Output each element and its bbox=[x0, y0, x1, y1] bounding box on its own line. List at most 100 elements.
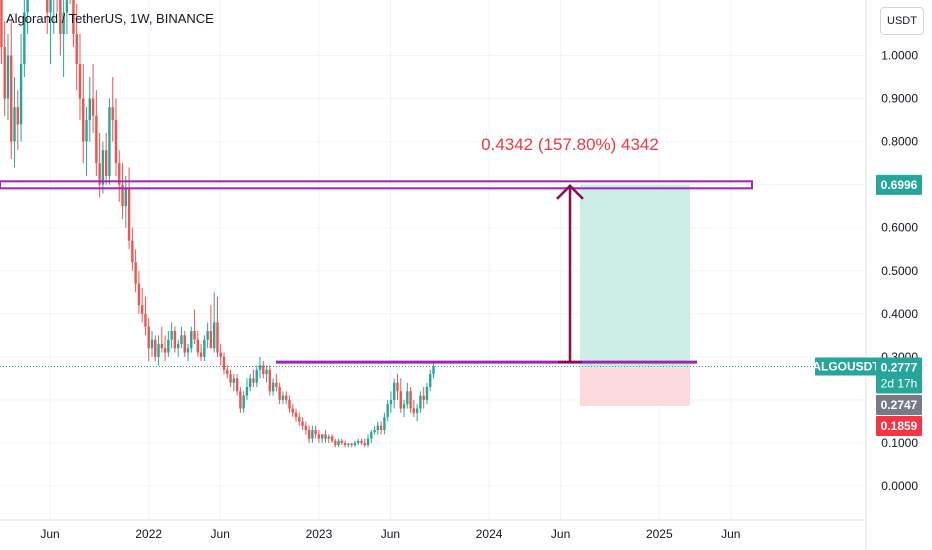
candle-body bbox=[409, 391, 412, 409]
currency-button[interactable]: USDT bbox=[880, 7, 924, 35]
candle bbox=[402, 399, 406, 418]
candle bbox=[271, 378, 275, 396]
candle bbox=[321, 434, 324, 443]
price-axis-tick: 0.1000 bbox=[881, 436, 918, 450]
candle-body bbox=[23, 12, 26, 65]
candle-body bbox=[370, 432, 373, 439]
candle-body bbox=[301, 421, 304, 426]
candle-body bbox=[366, 438, 370, 446]
time-axis-labels: Jun 2022 Jun 2023 Jun 2024 Jun 2025 Jun bbox=[40, 527, 740, 541]
candle-body bbox=[422, 395, 425, 400]
candle bbox=[196, 331, 200, 357]
candle bbox=[154, 335, 157, 362]
candle bbox=[46, 0, 49, 34]
candle bbox=[13, 77, 16, 168]
candle-body bbox=[311, 430, 314, 439]
candle bbox=[265, 365, 268, 383]
candle-body bbox=[104, 150, 108, 177]
candle bbox=[53, 0, 55, 34]
candle bbox=[353, 440, 357, 448]
candle-body bbox=[262, 365, 265, 375]
candle-body bbox=[248, 378, 252, 387]
time-axis-tick: Jun bbox=[40, 527, 59, 541]
candle-body bbox=[425, 386, 429, 400]
candle-body bbox=[389, 399, 393, 405]
candle-body bbox=[212, 322, 216, 349]
time-axis-tick: Jun bbox=[721, 527, 740, 541]
candle-body bbox=[393, 382, 396, 400]
countdown-text: 2d 17h bbox=[881, 376, 918, 390]
candle bbox=[23, 0, 26, 78]
candle-body bbox=[330, 436, 334, 441]
candle bbox=[429, 369, 432, 392]
candle bbox=[337, 438, 340, 448]
candle bbox=[373, 425, 376, 435]
candle-body bbox=[108, 107, 111, 177]
candle-body bbox=[219, 352, 222, 357]
candle-body bbox=[124, 188, 128, 207]
candle-body bbox=[114, 120, 118, 164]
candle-body bbox=[173, 331, 177, 349]
candle-body bbox=[118, 163, 121, 185]
candle bbox=[140, 287, 144, 323]
candle bbox=[216, 296, 219, 357]
candle bbox=[245, 378, 249, 400]
candle-body bbox=[324, 434, 327, 439]
candle bbox=[327, 434, 330, 443]
candle bbox=[422, 386, 425, 409]
candle bbox=[294, 408, 298, 422]
candle-body bbox=[386, 404, 389, 418]
candle-body bbox=[3, 46, 6, 99]
candle-body bbox=[235, 378, 239, 392]
candle bbox=[111, 77, 114, 142]
candle bbox=[173, 326, 177, 353]
candle-body bbox=[258, 365, 262, 370]
candle bbox=[252, 369, 255, 387]
candle bbox=[366, 434, 370, 448]
candle-body bbox=[150, 339, 154, 349]
last-price-badge bbox=[876, 357, 922, 394]
candle-body bbox=[121, 184, 124, 207]
candle-body bbox=[167, 339, 170, 353]
candle-body bbox=[0, 0, 3, 47]
candle bbox=[98, 132, 101, 198]
candle bbox=[69, 0, 71, 4]
candle-body bbox=[163, 348, 167, 353]
candle bbox=[219, 343, 222, 366]
candle-body bbox=[252, 378, 255, 383]
candle bbox=[222, 352, 226, 375]
candle-body bbox=[82, 98, 85, 142]
candle bbox=[314, 425, 317, 439]
candle-body bbox=[206, 331, 209, 340]
candle bbox=[78, 33, 82, 121]
candle-body bbox=[275, 382, 278, 387]
candle bbox=[239, 386, 242, 413]
candle-body bbox=[190, 331, 193, 349]
candle bbox=[190, 326, 193, 353]
candle-body bbox=[199, 352, 203, 357]
candle bbox=[268, 365, 272, 396]
price-axis-tick: 0.8000 bbox=[881, 135, 918, 149]
candle bbox=[307, 425, 311, 443]
time-axis-tick: Jun bbox=[381, 527, 400, 541]
target-zone bbox=[580, 184, 690, 368]
candle bbox=[10, 21, 13, 159]
candle bbox=[144, 296, 147, 336]
price-axis-tick: 0.5000 bbox=[881, 264, 918, 278]
price-axis-labels: 1.00000.90000.80000.60000.50000.40000.30… bbox=[881, 49, 918, 494]
candle bbox=[88, 77, 92, 142]
candle bbox=[406, 382, 409, 409]
candle-body bbox=[373, 430, 376, 433]
candle bbox=[376, 421, 380, 435]
candle-body bbox=[376, 425, 380, 431]
candle bbox=[298, 412, 301, 426]
candle-body bbox=[170, 331, 173, 340]
target-price-badge-bg bbox=[876, 174, 922, 195]
candle-body bbox=[429, 374, 432, 387]
candle-body bbox=[402, 404, 406, 409]
candle bbox=[425, 382, 429, 405]
candle bbox=[147, 318, 150, 362]
price-axis-tick: 0.9000 bbox=[881, 92, 918, 106]
